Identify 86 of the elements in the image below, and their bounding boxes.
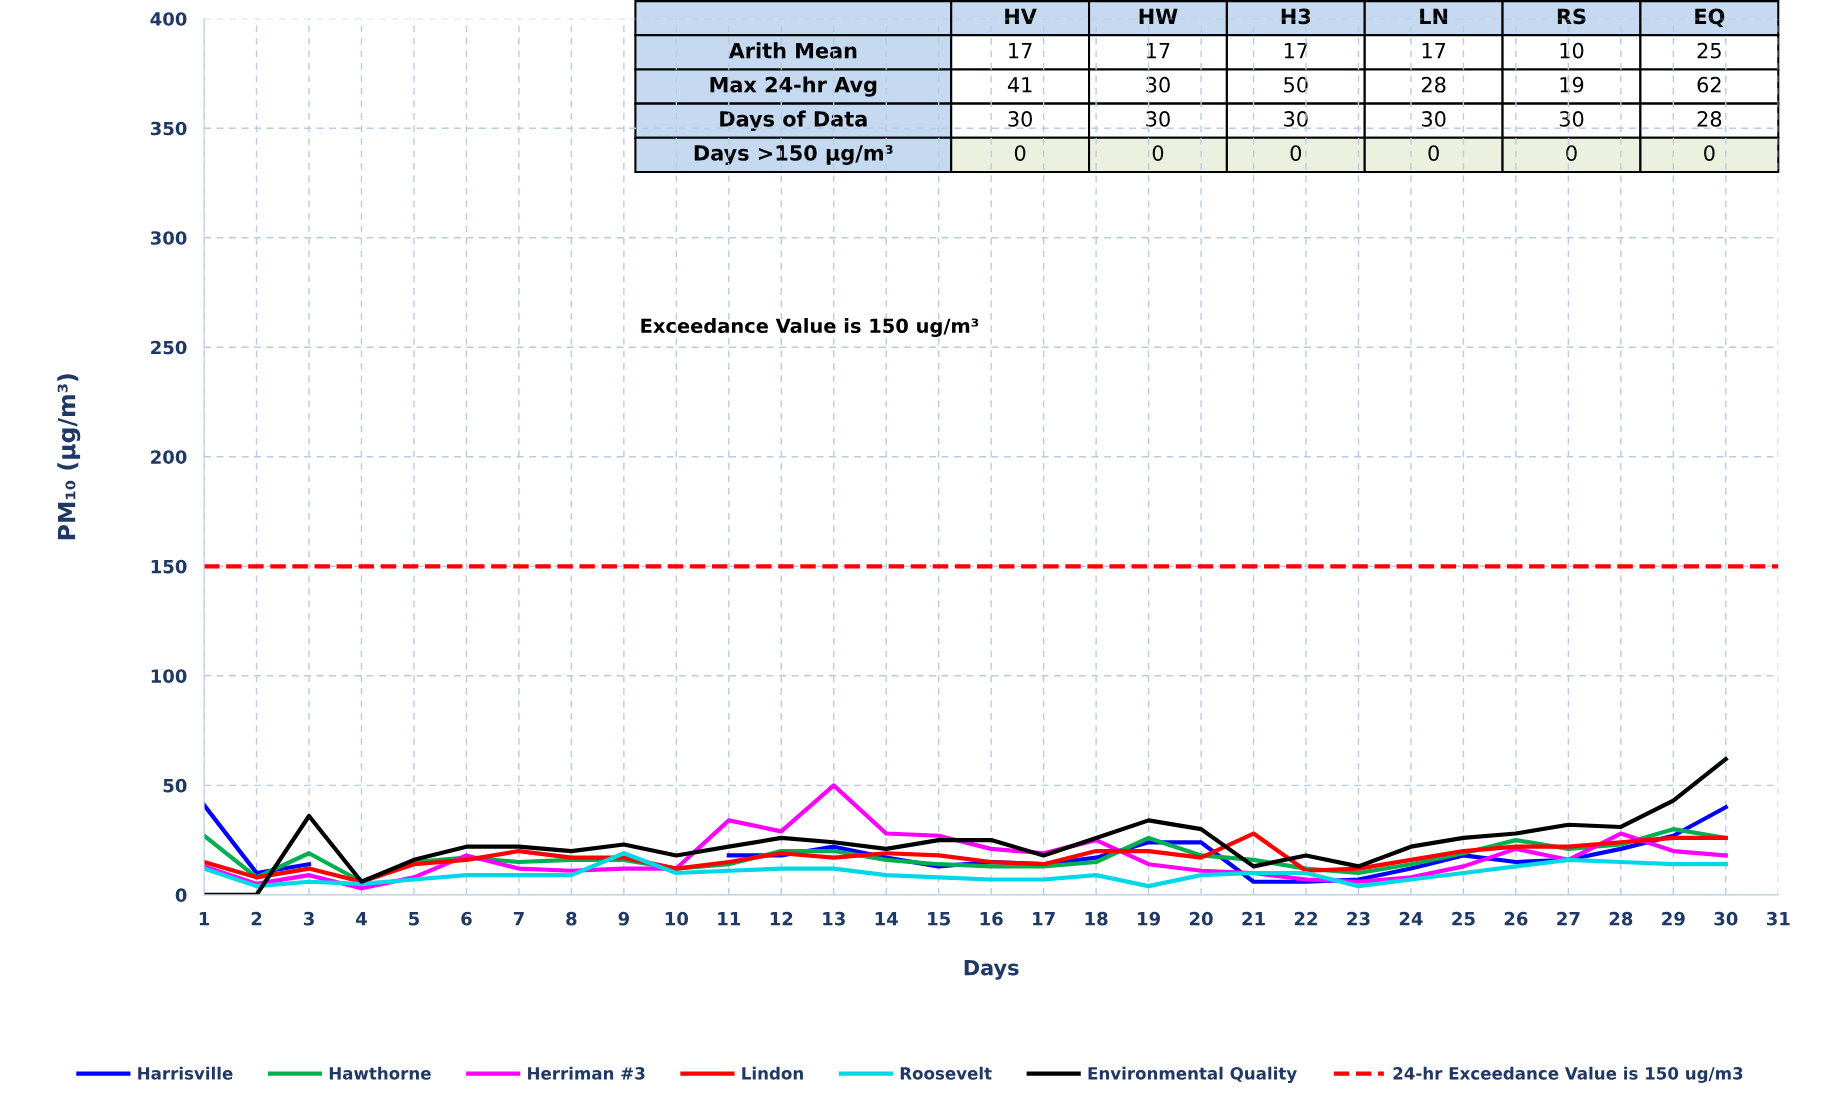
x-axis-title: Days [964,960,1019,980]
annotation: Arith Mean [728,42,857,59]
x-tick-label: 23 [1347,911,1370,926]
annotation: 17 [1284,42,1308,59]
x-tick-label: 3 [303,911,314,926]
annotation: 0 [1152,145,1164,161]
annotation: 41 [1007,77,1032,93]
x-tick-label: 11 [718,912,741,926]
legend-label: 24-hr Exceedance Value is 150 ug/m3 [1393,1066,1743,1083]
annotation: 17 [1147,42,1170,59]
x-tick-label: 21 [1242,911,1265,926]
x-tick-label: 25 [1452,911,1475,926]
annotation: HW [1139,8,1178,24]
x-tick-label: 18 [1085,911,1108,926]
y-tick-label: 300 [150,231,187,245]
x-tick-label: 17 [1033,912,1055,926]
annotation: HV [1005,8,1037,24]
y-tick-label: 200 [151,450,187,464]
annotation: 17 [1009,42,1032,59]
y-tick-label: 100 [151,669,187,683]
y-tick-label: 250 [151,340,187,355]
x-tick-label: 6 [461,911,472,926]
x-tick-label: 26 [1504,911,1528,926]
x-tick-label: 1 [199,912,210,926]
x-tick-label: 20 [1189,911,1213,926]
annotation: 25 [1697,42,1721,59]
x-tick-label: 13 [823,911,845,926]
legend-label: Harrisville [138,1066,233,1080]
y-tick-label: 0 [175,888,187,902]
x-tick-label: 9 [618,911,629,926]
x-tick-label: 28 [1609,911,1633,926]
x-tick-label: 19 [1138,911,1160,926]
annotation: 0 [1704,145,1715,161]
annotation: 10 [1560,42,1584,59]
annotation: 0 [1566,145,1577,161]
y-axis-title: PM₁₀ (µg/m³) [57,374,81,540]
annotation: 28 [1697,111,1722,127]
x-tick-label: 7 [513,912,524,926]
y-tick-label: 350 [150,121,187,136]
x-tick-label: 2 [251,911,262,926]
x-tick-label: 10 [665,911,689,926]
legend-label: Environmental Quality [1088,1066,1297,1083]
x-tick-label: 24 [1399,911,1423,926]
annotation: 30 [1421,111,1446,127]
annotation: RS [1557,8,1586,25]
annotation: Days of Data [720,110,867,131]
annotation: 19 [1560,76,1584,93]
annotation: 30 [1284,111,1308,127]
annotation: 30 [1146,76,1170,93]
y-tick-label: 50 [163,778,187,793]
annotation: 28 [1421,76,1446,93]
line-series [204,851,1728,889]
x-tick-label: 15 [928,912,950,926]
annotation: 30 [1008,111,1032,127]
x-tick-label: 30 [1714,911,1738,926]
legend-label: Roosevelt [900,1066,992,1080]
annotation: 0 [1014,145,1026,161]
annotation: 62 [1697,76,1721,93]
annotation: 17 [1422,42,1446,59]
x-tick-label: 22 [1294,911,1317,926]
y-tick-label: 150 [151,559,187,574]
legend-label: Herriman #3 [528,1066,645,1080]
x-tick-label: 14 [875,912,898,926]
annotation: H3 [1281,8,1311,25]
legend-label: Lindon [742,1066,803,1080]
x-tick-label: 4 [356,912,367,926]
x-tick-label: 27 [1557,911,1580,926]
x-tick-label: 5 [409,912,419,926]
annotation: 30 [1146,111,1170,127]
x-tick-label: 29 [1662,911,1685,926]
annotation: 30 [1559,111,1584,127]
x-tick-label: 8 [566,911,577,926]
line-series [204,756,1728,895]
annotation: Max 24-hr Avg [710,76,877,97]
annotation: Exceedance Value is 150 ug/m³ [641,318,979,338]
annotation: LN [1420,8,1448,24]
x-tick-label: 31 [1766,911,1790,926]
legend-label: Hawthorne [329,1066,431,1080]
annotation: 0 [1290,145,1302,161]
x-tick-label: 12 [770,911,793,926]
annotation: EQ [1695,8,1725,28]
y-tick-label: 400 [150,12,187,26]
x-tick-label: 16 [980,911,1003,926]
annotation: 50 [1284,76,1308,93]
annotation: 0 [1428,145,1439,161]
annotation: Days >150 µg/m³ [694,145,893,165]
